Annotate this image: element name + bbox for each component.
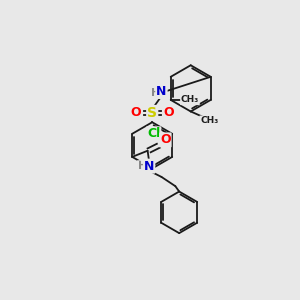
- Text: N: N: [144, 160, 154, 172]
- Text: S: S: [147, 106, 157, 120]
- Text: CH₃: CH₃: [181, 95, 199, 104]
- Text: O: O: [160, 134, 171, 146]
- Text: CH₃: CH₃: [200, 116, 218, 125]
- Text: H: H: [138, 161, 147, 171]
- Text: O: O: [163, 106, 174, 119]
- Text: N: N: [156, 85, 167, 98]
- Text: Cl: Cl: [147, 127, 160, 140]
- Text: H: H: [152, 88, 161, 98]
- Text: O: O: [131, 106, 141, 119]
